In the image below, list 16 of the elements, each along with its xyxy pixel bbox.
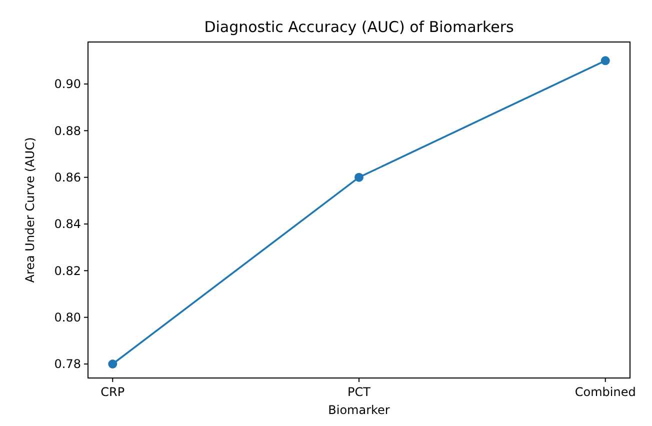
point	[354, 172, 364, 182]
x-tick-label: CRP	[100, 385, 125, 399]
y-tick-label: 0.80	[54, 310, 81, 325]
y-axis-title: Area Under Curve (AUC)	[23, 137, 37, 283]
x-axis-title: Biomarker	[328, 403, 390, 417]
y-tick-label: 0.82	[54, 264, 81, 278]
y-tick-label: 0.90	[54, 77, 81, 92]
y-tick-label: 0.88	[54, 124, 81, 138]
y-tick-label: 0.84	[54, 217, 81, 232]
x-tick-label: PCT	[348, 385, 372, 399]
point	[108, 360, 118, 368]
chart-title: Diagnostic Accuracy (AUC) of Biomarkers	[204, 18, 514, 36]
y-tick-label: 0.86	[54, 170, 81, 185]
x-tick-label: Combined	[574, 385, 636, 399]
point	[600, 56, 610, 66]
y-tick-label: 0.78	[54, 357, 81, 372]
